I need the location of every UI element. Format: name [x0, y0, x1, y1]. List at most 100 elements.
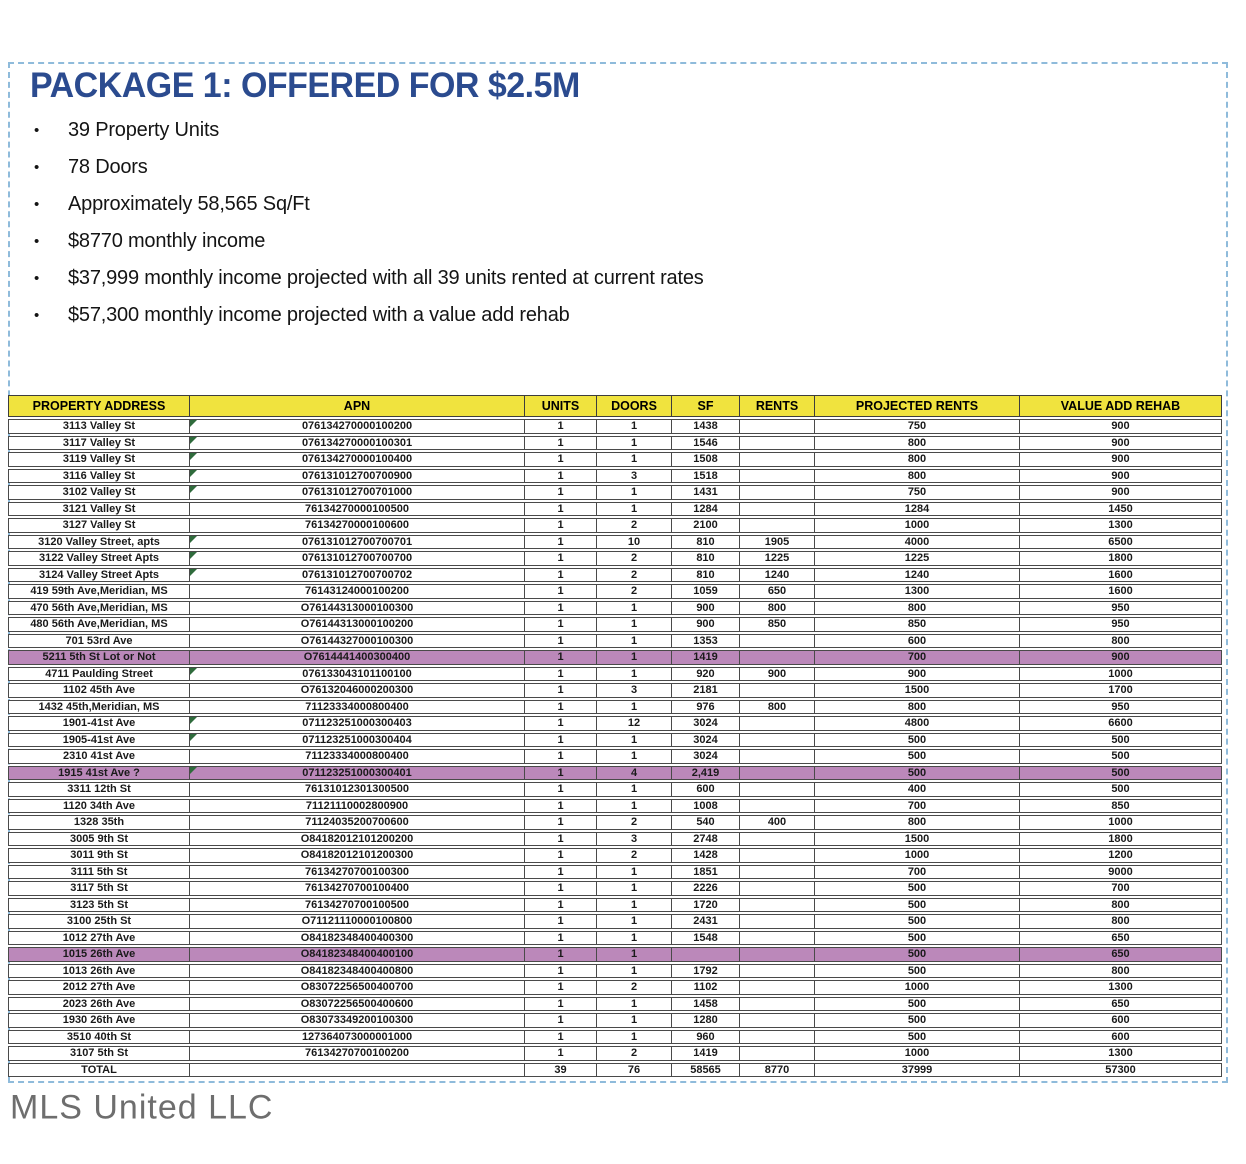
cell-address: 3102 Valley St	[8, 485, 190, 500]
cell-apn: O84182012101200300	[190, 848, 525, 863]
cell-sf: 3024	[672, 749, 740, 764]
cell-apn: O84182348400400300	[190, 930, 525, 945]
cell-rehab: 1600	[1020, 567, 1222, 582]
table-row: 419 59th Ave,Meridian, MS 761431240001002…	[8, 584, 1222, 599]
cell-error-marker-icon	[190, 717, 197, 724]
bullet-dot: •	[34, 270, 40, 287]
cell-sf: 1518	[672, 468, 740, 483]
table-row: 3117 Valley St 076134270000100301 1 1 1546 80…	[8, 435, 1222, 450]
cell-doors: 2	[597, 584, 672, 599]
cell-units: 1	[525, 551, 597, 566]
cell-projected: 750	[815, 419, 1020, 434]
cell-apn: 76134270700100200	[190, 1046, 525, 1061]
table-row: 3107 5th St 76134270700100200 1 2 1419 1000 13…	[8, 1046, 1222, 1061]
cell-address: 419 59th Ave,Meridian, MS	[8, 584, 190, 599]
cell-units: 1	[525, 485, 597, 500]
cell-total-sf: 58565	[672, 1062, 740, 1077]
cell-sf: 2431	[672, 914, 740, 929]
cell-address: 3111 5th St	[8, 864, 190, 879]
cell-sf: 600	[672, 782, 740, 797]
cell-rents	[740, 980, 815, 995]
cell-rents	[740, 419, 815, 434]
header-cell-property-address: PROPERTY ADDRESS	[8, 395, 190, 417]
header-cell-units: UNITS	[525, 395, 597, 417]
cell-apn: 71124035200700600	[190, 815, 525, 830]
cell-rents	[740, 716, 815, 731]
cell-rents	[740, 897, 815, 912]
table-row: 1015 26th Ave O84182348400400100 1 1 500 650	[8, 947, 1222, 962]
cell-sf: 1508	[672, 452, 740, 467]
cell-units: 1	[525, 534, 597, 549]
table-row: 3113 Valley St 076134270000100200 1 1 1438 75…	[8, 419, 1222, 434]
cell-units: 1	[525, 963, 597, 978]
cell-projected: 500	[815, 765, 1020, 780]
table-row: 3111 5th St 76134270700100300 1 1 1851 700 900…	[8, 864, 1222, 879]
cell-doors: 1	[597, 650, 672, 665]
cell-rehab: 1800	[1020, 831, 1222, 846]
cell-doors: 3	[597, 683, 672, 698]
cell-rehab: 1450	[1020, 501, 1222, 516]
cell-projected: 750	[815, 485, 1020, 500]
cell-rents: 650	[740, 584, 815, 599]
cell-doors: 1	[597, 914, 672, 929]
cell-units: 1	[525, 435, 597, 450]
cell-apn: O83072256500400700	[190, 980, 525, 995]
cell-rents	[740, 501, 815, 516]
cell-doors: 2	[597, 518, 672, 533]
cell-projected: 800	[815, 815, 1020, 830]
cell-apn: 076134270000100200	[190, 419, 525, 434]
cell-rehab: 6600	[1020, 716, 1222, 731]
cell-apn: 071123251000300403	[190, 716, 525, 731]
cell-units: 1	[525, 633, 597, 648]
cell-rehab: 1700	[1020, 683, 1222, 698]
cell-rents	[740, 831, 815, 846]
cell-sf: 920	[672, 666, 740, 681]
cell-address: 1102 45th Ave	[8, 683, 190, 698]
cell-rents: 900	[740, 666, 815, 681]
cell-units: 1	[525, 650, 597, 665]
cell-total-rents: 8770	[740, 1062, 815, 1077]
cell-doors: 3	[597, 831, 672, 846]
cell-doors: 1	[597, 1013, 672, 1028]
table-row: 1328 35th 71124035200700600 1 2 540 400 800 100…	[8, 815, 1222, 830]
table-row: 3116 Valley St 076131012700700900 1 3 1518 80…	[8, 468, 1222, 483]
cell-sf: 900	[672, 617, 740, 632]
cell-apn: 76134270000100600	[190, 518, 525, 533]
table-row: 1012 27th Ave O84182348400400300 1 1 1548 500…	[8, 930, 1222, 945]
cell-doors: 2	[597, 1046, 672, 1061]
cell-units: 1	[525, 716, 597, 731]
table-row: 3120 Valley Street, apts 0761310127007007…	[8, 534, 1222, 549]
cell-rents	[740, 452, 815, 467]
cell-address: 1120 34th Ave	[8, 798, 190, 813]
cell-sf: 810	[672, 567, 740, 582]
table-row: 5211 5th St Lot or Not O7614441400300400 1…	[8, 650, 1222, 665]
cell-doors: 1	[597, 732, 672, 747]
cell-rehab: 1200	[1020, 848, 1222, 863]
bullet-dot: •	[34, 233, 40, 250]
bullet-dot: •	[34, 196, 40, 213]
cell-doors: 2	[597, 567, 672, 582]
cell-rents	[740, 930, 815, 945]
cell-sf: 1438	[672, 419, 740, 434]
cell-doors: 2	[597, 980, 672, 995]
cell-address: 1915 41st Ave ?	[8, 765, 190, 780]
cell-apn: O7614441400300400	[190, 650, 525, 665]
bullet-dot: •	[34, 159, 40, 176]
table-row: 3100 25th St O71121110000100800 1 1 2431 500 8…	[8, 914, 1222, 929]
cell-projected: 500	[815, 732, 1020, 747]
cell-apn: 71121110002800900	[190, 798, 525, 813]
cell-sf: 540	[672, 815, 740, 830]
cell-doors: 2	[597, 815, 672, 830]
cell-projected: 800	[815, 452, 1020, 467]
cell-units: 1	[525, 452, 597, 467]
cell-rents	[740, 864, 815, 879]
cell-doors: 1	[597, 633, 672, 648]
properties-table: PROPERTY ADDRESS APN UNITS DOORS SF RENT…	[8, 393, 1222, 1079]
cell-sf: 1458	[672, 996, 740, 1011]
cell-rehab: 950	[1020, 600, 1222, 615]
table-row: 701 53rd Ave O76144327000100300 1 1 1353 600 8…	[8, 633, 1222, 648]
cell-total-apn	[190, 1062, 525, 1077]
cell-address: 2310 41st Ave	[8, 749, 190, 764]
page-title: PACKAGE 1: OFFERED FOR $2.5M	[30, 66, 580, 105]
cell-projected: 500	[815, 930, 1020, 945]
